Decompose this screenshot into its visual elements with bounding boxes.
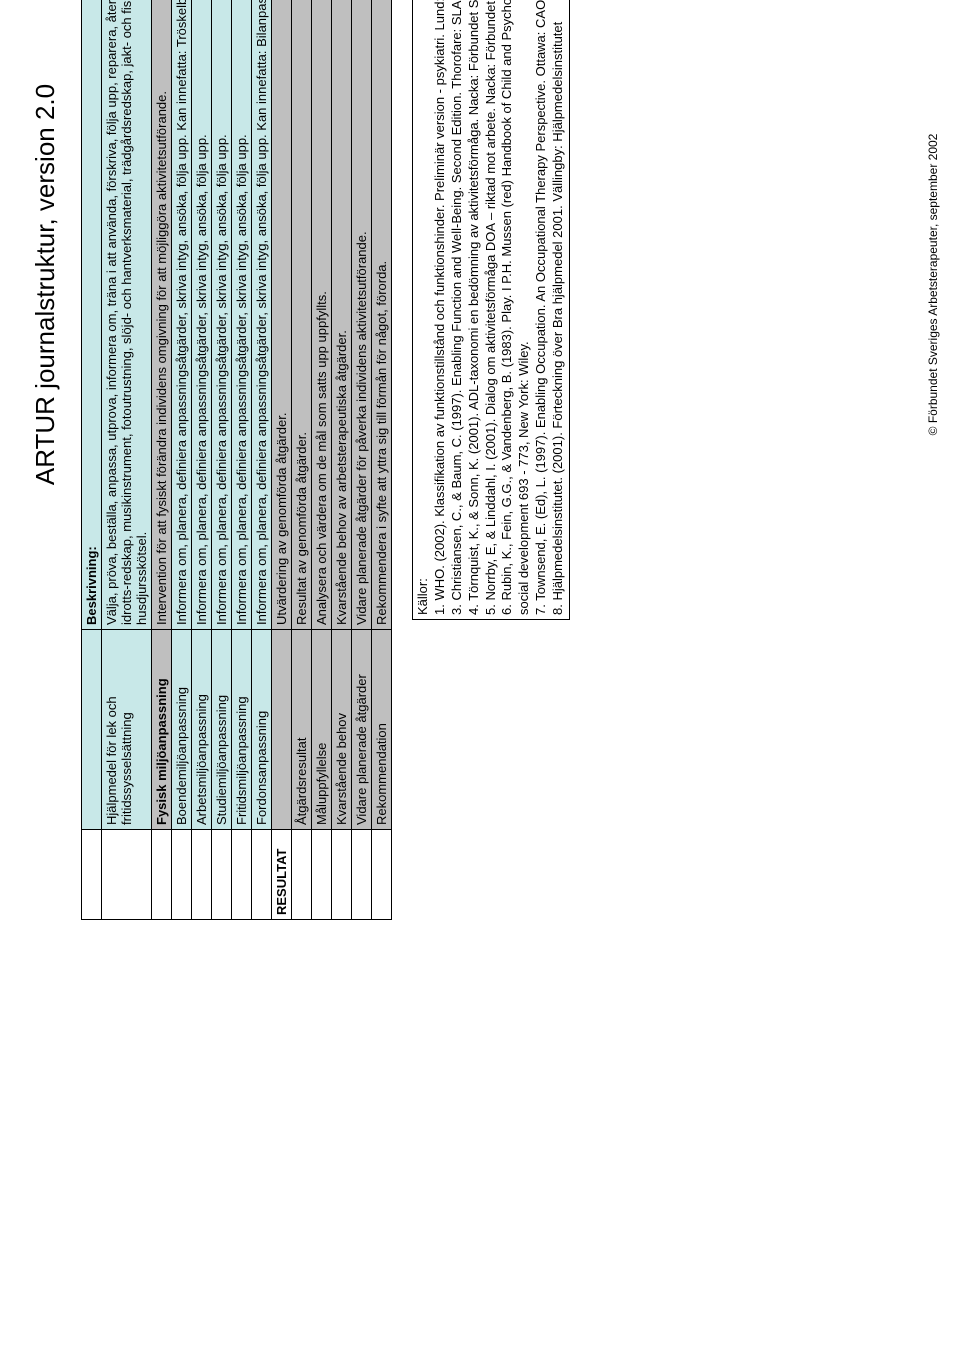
table-col-c: Intervention för att fysiskt förändra in… [152,0,172,630]
footer-center: © Förbundet Sveriges Arbetsterapeuter, s… [926,0,940,920]
table-col-b: Kvarstående behov [332,630,352,830]
table-col-c: Vidare planerade åtgärder för påverka in… [352,0,372,630]
table-col-c: Kvarstående behov av arbetsterapeutiska … [332,0,352,630]
sources-box: Källor: 1. WHO. (2002). Klassifikation a… [412,0,570,620]
main-table: Beskrivning: Källa: Hjälpmedel för lek o… [81,0,392,920]
source-line: 1. WHO. (2002). Klassifikation av funkti… [432,0,449,615]
table-col-c: Välja, pröva, beställa, anpassa, utprova… [102,0,152,630]
table-col-a [312,830,332,920]
table-col-b: Fordonsanpassning [252,630,272,830]
source-line: 5. Norrby, E, & Linddahl, I. (2001). Dia… [483,0,500,615]
table-col-a: RESULTAT [272,830,292,920]
table-col-a [152,830,172,920]
table-col-c: Informera om, planera, definiera anpassn… [232,0,252,630]
header-beskrivning: Beskrivning: [82,0,102,630]
table-col-b [272,630,292,830]
source-line: 7. Townsend, E. (Ed), L. (1997). Enablin… [533,0,550,615]
source-line: 3. Christiansen, C., & Baum, C. (1997). … [449,0,466,615]
table-col-a [252,830,272,920]
table-col-a [102,830,152,920]
table-col-b: Arbetsmiljöanpassning [192,630,212,830]
table-col-b: Vidare planerade åtgärder [352,630,372,830]
table-col-c: Informera om, planera, definiera anpassn… [192,0,212,630]
table-col-a [212,830,232,920]
table-col-c: Informera om, planera, definiera anpassn… [212,0,232,630]
header-blank [82,630,102,830]
table-col-b: Åtgärdsresultat [292,630,312,830]
table-col-c: Utvärdering av genomförda åtgärder. [272,0,292,630]
table-col-b: Fysisk miljöanpassning [152,630,172,830]
table-col-a [192,830,212,920]
page-title: ARTUR journalstruktur, version 2.0 [30,0,61,920]
table-col-a [332,830,352,920]
table-col-c: Rekommendera i syfte att yttra sig till … [372,0,392,630]
table-col-a [292,830,312,920]
source-line: 4. Törnquist, K., & Sonn, K. (2001). ADL… [466,0,483,615]
table-col-c: Analysera och värdera om de mål som satt… [312,0,332,630]
table-col-b: Boendemiljöanpassning [172,630,192,830]
table-col-a [352,830,372,920]
table-col-b: Studiemiljöanpassning [212,630,232,830]
table-col-b: Måluppfyllelse [312,630,332,830]
table-col-b: Fritidsmiljöanpassning [232,630,252,830]
table-col-c: Informera om, planera, definiera anpassn… [172,0,192,630]
table-col-a [232,830,252,920]
table-col-c: Informera om, planera, definiera anpassn… [252,0,272,630]
table-col-c: Resultat av genomförda åtgärder. [292,0,312,630]
sources-title: Källor: [415,0,432,615]
source-line: 6. Rubin, K., Fein, G.G., & Vandenberg, … [499,0,533,615]
table-col-b: Rekommendation [372,630,392,830]
table-col-b: Hjälpmedel för lek och fritidssysselsätt… [102,630,152,830]
table-col-a [372,830,392,920]
source-line: 8. Hjälpmedelsinstitutet. (2001). Förtec… [550,0,567,615]
table-col-a [172,830,192,920]
